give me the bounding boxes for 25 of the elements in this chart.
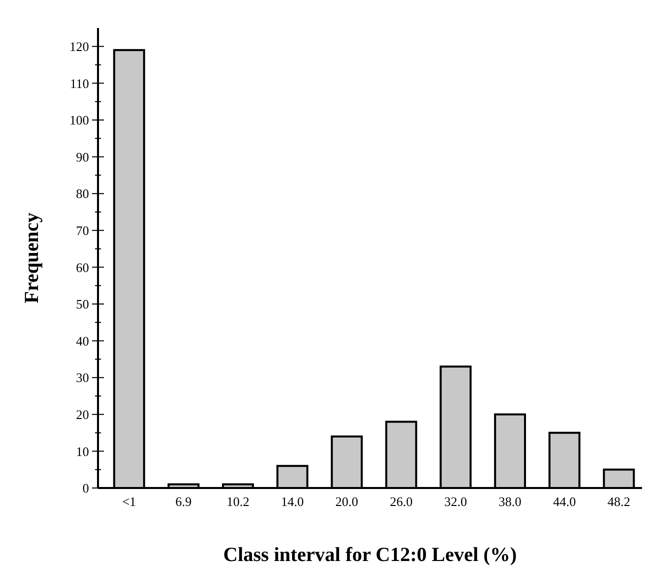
y-tick-label: 60 [76, 260, 89, 275]
x-tick-label: 44.0 [553, 494, 576, 509]
y-tick-label: 80 [76, 186, 89, 202]
x-tick-label: 10.2 [226, 494, 250, 509]
y-tick-label: 70 [76, 222, 89, 238]
x-tick-label: 14.0 [281, 494, 304, 509]
y-tick-label: 10 [76, 444, 89, 459]
y-tick-label: 110 [70, 76, 89, 91]
x-tick-label: 20.0 [335, 494, 358, 509]
x-tick-label: <1 [122, 494, 136, 509]
y-tick-label: 0 [82, 480, 89, 496]
y-tick-label: 100 [70, 112, 89, 128]
y-tick-label: 40 [76, 333, 89, 348]
y-tick-label: 50 [76, 296, 89, 312]
y-axis-title: Frequency [21, 212, 43, 304]
x-tick-label: 48.2 [608, 494, 630, 509]
y-tick-label: 30 [76, 370, 89, 386]
x-tick-label: 26.0 [390, 494, 413, 509]
y-tick-label: 120 [70, 38, 89, 54]
y-tick-label: 90 [76, 149, 89, 164]
x-axis-title: Class interval for C12:0 Level (%) [223, 544, 517, 566]
y-tick-label: 20 [76, 406, 89, 422]
x-tick-label: 6.9 [175, 494, 192, 509]
x-tick-label: 32.0 [444, 494, 467, 509]
x-tick-label: 38.0 [498, 494, 522, 509]
